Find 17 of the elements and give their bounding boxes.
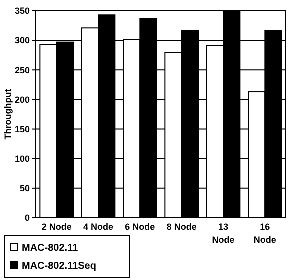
x-tick-label: 13 Node [212, 222, 235, 245]
x-tick-label: 2 Node [42, 222, 72, 232]
y-tick-label: 150 [14, 124, 30, 134]
y-tick-label: 250 [14, 65, 30, 76]
y-tick-label: 200 [14, 94, 30, 105]
legend-label: MAC-802.11 [22, 243, 79, 254]
x-tick-label: 6 Node [125, 222, 156, 232]
y-axis-title: Throughput [3, 89, 13, 140]
x-tick-label: 16 Node [254, 222, 276, 245]
legend-label: MAC-802.11Seq [22, 261, 96, 272]
x-tick-label: 8 Node [166, 222, 197, 232]
y-tick-label: 0 [24, 213, 30, 224]
y-tick-label: 50 [20, 184, 30, 194]
y-tick-label: 300 [14, 36, 30, 46]
x-tick-label: 4 Node [83, 222, 114, 232]
y-tick-label: 350 [14, 6, 30, 16]
y-tick-label: 100 [14, 154, 30, 164]
